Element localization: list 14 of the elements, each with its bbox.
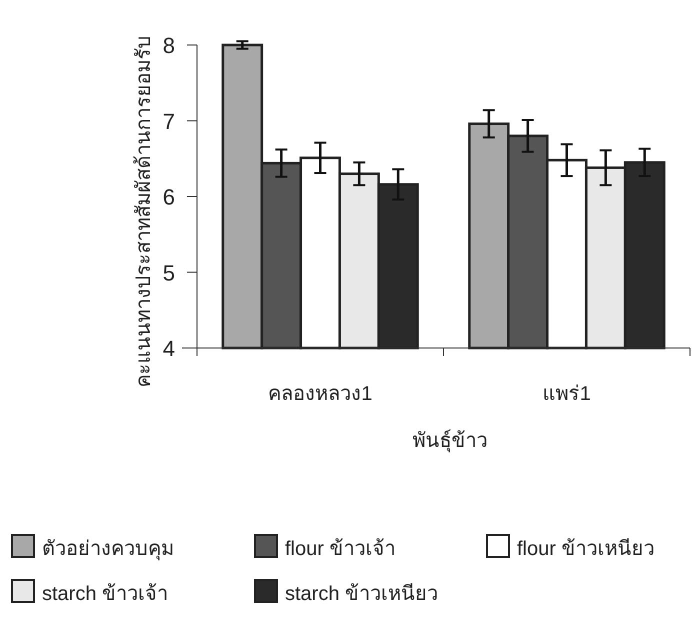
- legend-label: flour ข้าวเหนียว: [517, 538, 654, 560]
- x-axis-title: พันธุ์ข้าว: [412, 429, 488, 453]
- legend-label: flour ข้าวเจ้า: [285, 538, 396, 560]
- y-tick-label: 4: [162, 336, 175, 361]
- legend-label: starch ข้าวเหนียว: [285, 583, 438, 605]
- legend-label: ตัวอย่างควบคุม: [42, 538, 174, 561]
- x-tick-label: คลองหลวง1: [268, 383, 372, 405]
- x-tick-label: แพร่1: [542, 383, 591, 405]
- y-tick-label: 6: [162, 184, 175, 210]
- y-tick-label: 8: [162, 33, 175, 58]
- y-tick-label: 5: [162, 260, 175, 286]
- y-axis-title: คะแนนทางประสาทสัมผัสด้านการยอมรับ: [133, 36, 155, 388]
- y-tick-label: 7: [162, 108, 175, 134]
- legend-label: starch ข้าวเจ้า: [42, 583, 168, 605]
